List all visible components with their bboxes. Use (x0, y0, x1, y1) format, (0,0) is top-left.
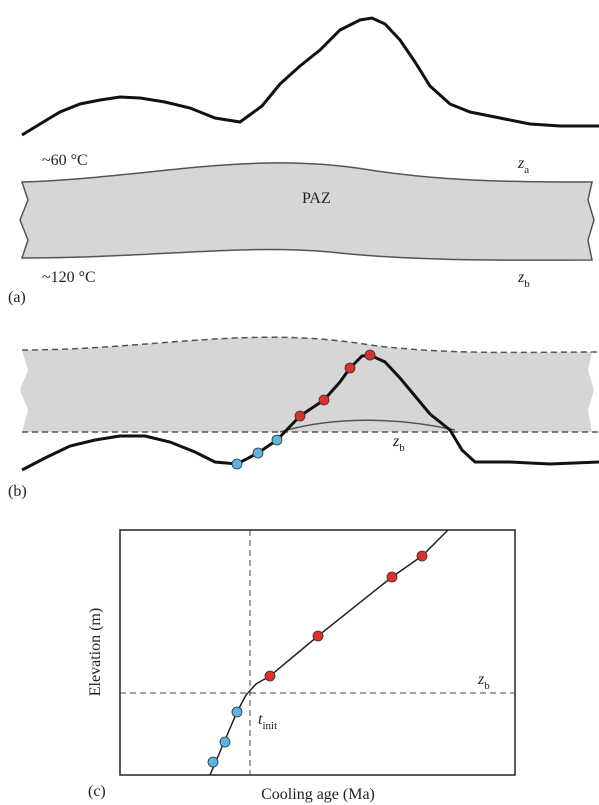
topography (21, 353, 599, 472)
text-part: b (399, 442, 405, 454)
temp-label: ~60 °C (42, 152, 88, 169)
depth-label: zb (517, 269, 530, 290)
tinit-label: tinit (258, 711, 277, 732)
text-part: z (477, 671, 485, 688)
text-part: z (517, 155, 525, 172)
panel-label: (b) (8, 483, 27, 500)
text-part: z (392, 433, 400, 450)
age-elevation-line (209, 529, 449, 776)
paz-label: PAZ (302, 190, 331, 207)
y-axis-label: Elevation (m) (87, 608, 104, 696)
zb-surface (279, 419, 456, 433)
text-part: init (262, 720, 277, 732)
text-part: b (484, 680, 490, 692)
samples (207, 550, 428, 768)
paz-top (21, 336, 599, 354)
text-part: t (258, 711, 263, 728)
depth-label: zb (392, 433, 405, 454)
paz-band (20, 337, 594, 432)
panel-label: (a) (8, 289, 26, 306)
text-part: b (524, 278, 530, 290)
topography (21, 16, 599, 137)
panel-label: (c) (88, 783, 106, 800)
depth-label: zb (477, 671, 490, 692)
x-axis-label: Cooling age (Ma) (261, 786, 375, 803)
text-part: a (524, 164, 529, 176)
paz-band (19, 162, 595, 261)
text-part: z (517, 269, 525, 286)
samples (231, 349, 376, 470)
depth-label: za (517, 155, 529, 176)
temp-label: ~120 °C (42, 269, 96, 286)
plot-frame (119, 529, 516, 776)
